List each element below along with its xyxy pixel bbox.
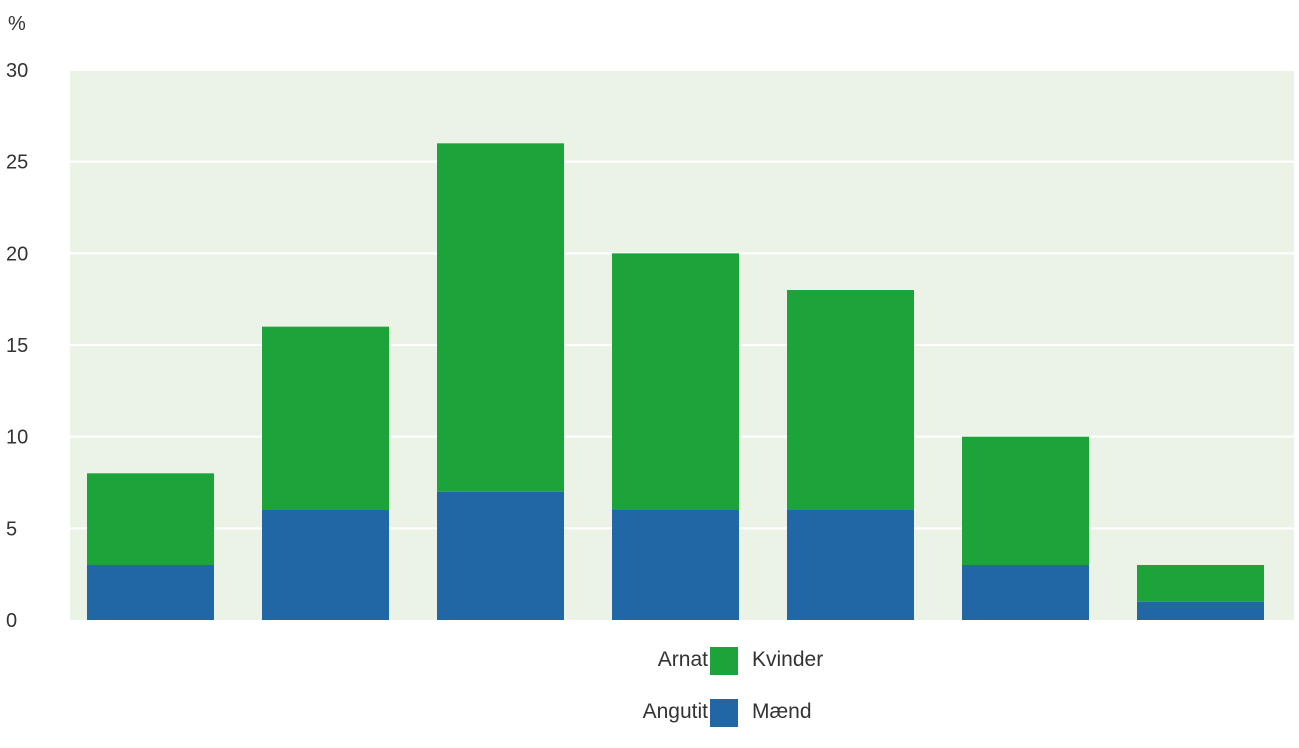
legend-item-maend: Angutit Mænd <box>600 696 900 748</box>
legend-swatch <box>710 647 738 675</box>
bar-segment-maend <box>1137 601 1264 620</box>
legend-label-kl: Angutit <box>642 700 708 723</box>
bar-segment-maend <box>87 565 214 620</box>
y-tick-label: 25 <box>6 152 28 174</box>
legend: Arnat Kvinder Angutit Mænd <box>600 644 900 748</box>
bar-segment-kvinder <box>612 253 739 511</box>
legend-label-da: Mænd <box>752 700 812 723</box>
bar-segment-kvinder <box>787 290 914 510</box>
y-axis-ticks: 0 5 10 15 20 25 30 <box>6 60 28 632</box>
bar-segment-kvinder <box>87 473 214 565</box>
bars <box>87 143 1264 620</box>
bar-segment-kvinder <box>962 436 1089 565</box>
bar-segment-kvinder <box>437 143 564 492</box>
y-tick-label: 15 <box>6 335 28 357</box>
legend-label-da: Kvinder <box>752 648 824 671</box>
bar-segment-kvinder <box>1137 565 1264 602</box>
stacked-bar-chart: 0 5 10 15 20 25 30 % <box>6 13 1294 632</box>
y-tick-label: 0 <box>6 610 17 632</box>
bar-segment-maend <box>787 510 914 620</box>
y-tick-label: 30 <box>6 60 28 82</box>
bar-segment-kvinder <box>262 326 389 510</box>
bar-segment-maend <box>962 565 1089 620</box>
bar-segment-maend <box>612 510 739 620</box>
y-tick-label: 10 <box>6 427 28 449</box>
y-unit-label: % <box>8 13 26 35</box>
bar-segment-maend <box>437 491 564 620</box>
y-tick-label: 20 <box>6 243 28 265</box>
legend-swatch <box>710 699 738 727</box>
y-tick-label: 5 <box>6 518 17 540</box>
legend-item-kvinder: Arnat Kvinder <box>600 644 900 696</box>
legend-label-kl: Arnat <box>657 648 708 671</box>
bar-segment-maend <box>262 510 389 620</box>
